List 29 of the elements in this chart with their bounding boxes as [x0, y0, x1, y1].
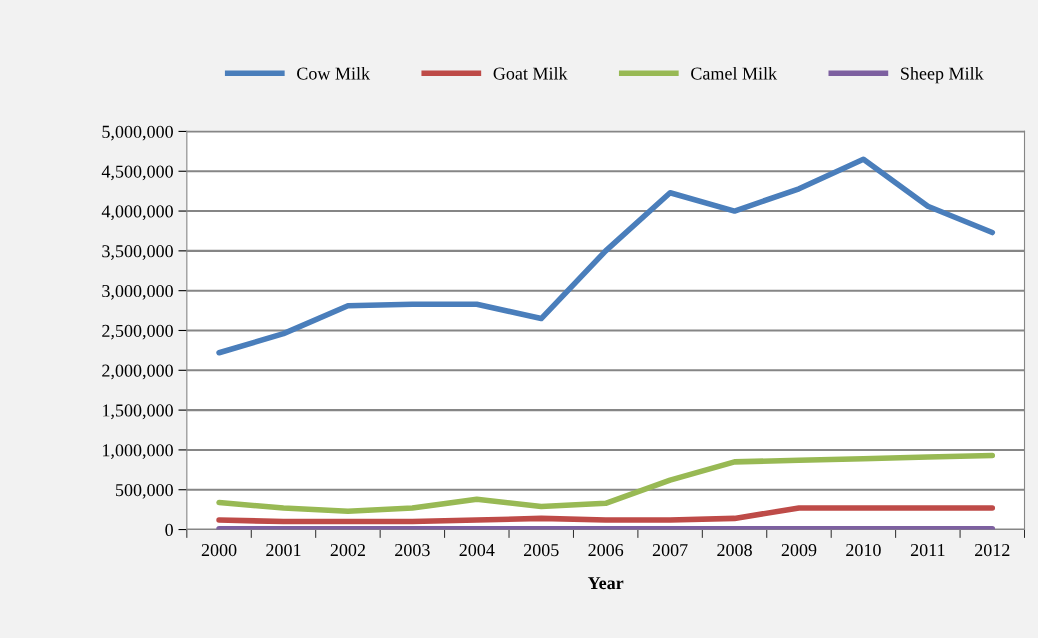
y-tick-label: 500,000 — [116, 483, 173, 499]
y-tick-label: 1,000,000 — [103, 444, 173, 459]
x-tick-label: 2008 — [717, 543, 752, 557]
x-tick-label: 2005 — [523, 543, 559, 557]
y-tick-label: 3,000,000 — [102, 284, 173, 300]
x-tick-label: 2011 — [910, 543, 945, 557]
legend-label: Camel Milk — [691, 66, 778, 80]
x-axis-title: Year — [587, 577, 624, 590]
y-tick-label: 3,500,000 — [102, 245, 173, 260]
y-tick-label: 4,500,000 — [101, 165, 173, 181]
x-tick-label: 2007 — [652, 543, 688, 557]
y-tick-label: 4,000,000 — [101, 205, 173, 221]
legend-label: Sheep Milk — [901, 66, 984, 84]
y-tick-label: 1,500,000 — [103, 404, 173, 420]
x-tick-label: 2003 — [395, 543, 430, 557]
x-tick-label: 2006 — [588, 543, 624, 557]
y-tick-label: 5,000,000 — [102, 125, 173, 141]
x-tick-label: 2012 — [975, 543, 1010, 557]
x-tick-label: 2009 — [781, 543, 817, 557]
x-tick-label: 2001 — [266, 543, 301, 557]
x-tick-label: 2010 — [846, 543, 881, 557]
x-tick-label: 2002 — [330, 543, 365, 557]
legend-label: Cow Milk — [297, 66, 371, 80]
y-tick-label: 2,000,000 — [102, 364, 173, 380]
legend-label: Goat Milk — [493, 66, 568, 80]
y-tick-label: 2,500,000 — [102, 324, 173, 340]
x-tick-label: 2000 — [201, 543, 237, 557]
y-tick-label: 0 — [165, 523, 173, 536]
x-tick-label: 2004 — [459, 543, 495, 557]
